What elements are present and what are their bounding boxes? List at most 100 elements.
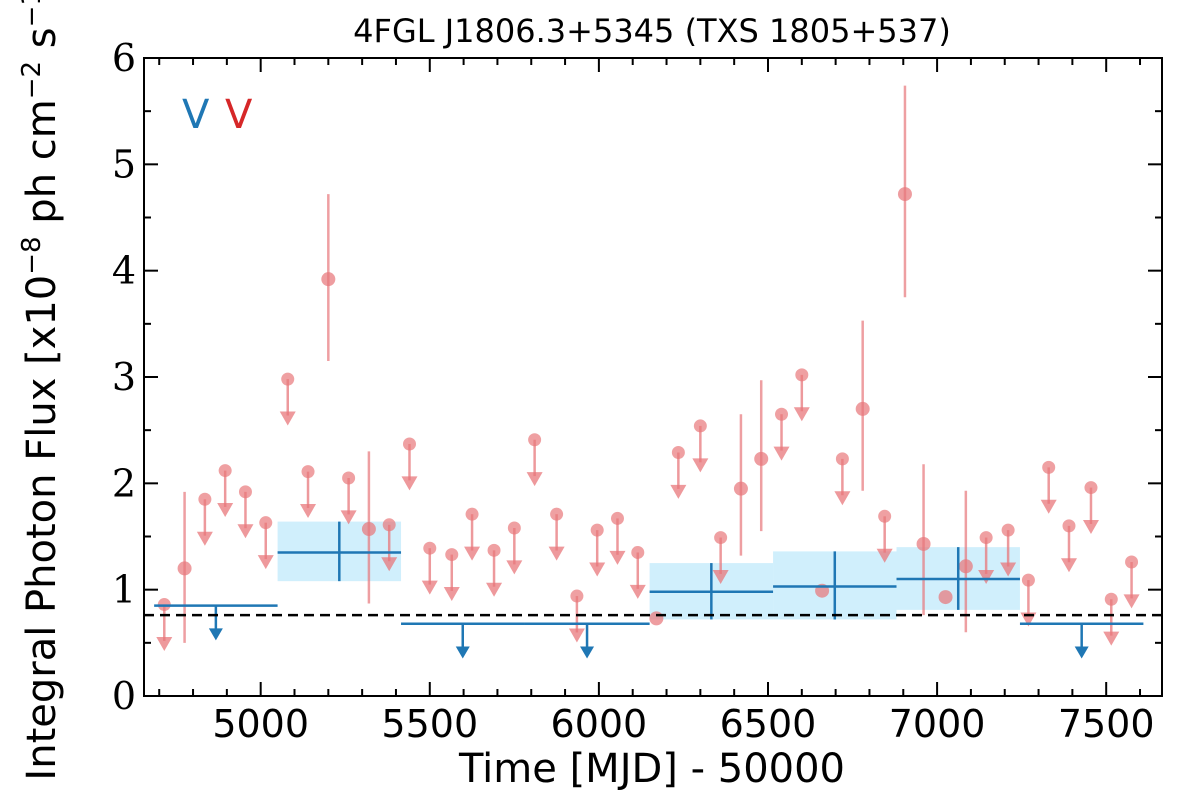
plot-area	[144, 85, 1162, 659]
monthly-detection-point	[938, 590, 953, 605]
yearly-upper-limit-arrow	[208, 628, 223, 641]
yearly-upper-limit-arrow	[455, 646, 470, 659]
monthly-upper-limit-point	[1042, 460, 1056, 474]
monthly-upper-limit-point	[570, 589, 584, 603]
monthly-upper-limit-arrow	[486, 582, 503, 597]
monthly-upper-limit-point	[631, 545, 645, 559]
monthly-upper-limit-point	[301, 465, 315, 479]
monthly-upper-limit-point	[1021, 573, 1035, 587]
x-axis-label: Time [MJD] - 50000	[458, 746, 845, 792]
legend-marker-yearly: V	[182, 92, 210, 138]
monthly-upper-limit-arrow	[443, 586, 460, 601]
monthly-upper-limit-point	[878, 509, 892, 523]
x-tick-label: 5500	[381, 702, 478, 746]
y-tick-label: 3	[112, 355, 136, 399]
monthly-upper-limit-arrow	[1123, 594, 1140, 609]
y-tick-label: 5	[112, 142, 136, 186]
x-tick-label: 6500	[720, 702, 817, 746]
x-tick-label: 5000	[212, 702, 309, 746]
yearly-upper-limit-arrow	[580, 646, 595, 659]
monthly-upper-limit-arrow	[1000, 562, 1017, 577]
y-tick-label: 0	[112, 674, 136, 718]
yearly-upper-limit-arrow	[1074, 646, 1089, 659]
monthly-upper-limit-point	[714, 531, 728, 545]
monthly-upper-limit-arrow	[257, 555, 274, 570]
monthly-upper-limit-point	[693, 419, 707, 433]
monthly-upper-limit-arrow	[548, 546, 565, 561]
monthly-upper-limit-arrow	[381, 557, 398, 572]
monthly-upper-limit-arrow	[609, 550, 626, 565]
y-tick-label: 1	[112, 568, 136, 612]
monthly-upper-limit-point	[671, 445, 685, 459]
x-tick-label: 7000	[889, 702, 986, 746]
monthly-detection-point	[754, 451, 769, 466]
monthly-upper-limit-point	[445, 548, 459, 562]
monthly-upper-limit-arrow	[876, 548, 893, 563]
monthly-upper-limit-arrow	[300, 504, 317, 519]
monthly-upper-limit-arrow	[526, 472, 543, 487]
monthly-detection-point	[958, 559, 973, 574]
monthly-upper-limit-arrow	[793, 407, 810, 422]
monthly-upper-limit-point	[590, 523, 604, 537]
monthly-upper-limit-point	[1001, 523, 1015, 537]
monthly-upper-limit-arrow	[1040, 499, 1057, 514]
monthly-upper-limit-point	[550, 507, 564, 521]
monthly-upper-limit-arrow	[506, 560, 523, 575]
monthly-upper-limit-point	[1084, 481, 1098, 495]
monthly-detection-point	[649, 611, 664, 626]
monthly-upper-limit-arrow	[279, 411, 296, 426]
monthly-upper-limit-arrow	[156, 636, 173, 651]
legend: V V	[182, 92, 253, 138]
monthly-upper-limit-point	[465, 507, 479, 521]
monthly-upper-limit-arrow	[217, 502, 234, 517]
monthly-upper-limit-point	[218, 464, 232, 478]
monthly-upper-limit-point	[1104, 592, 1118, 606]
monthly-upper-limit-arrow	[237, 524, 254, 539]
monthly-upper-limit-arrow	[712, 569, 729, 584]
monthly-upper-limit-point	[382, 518, 396, 532]
x-tick-label: 6000	[551, 702, 648, 746]
monthly-upper-limit-arrow	[670, 484, 687, 499]
monthly-upper-limit-arrow	[464, 546, 481, 561]
x-tick-label: 7500	[1058, 702, 1155, 746]
y-axis-ticks: 0 1 2 3 4 5 6	[112, 36, 1162, 718]
monthly-upper-limit-point	[402, 437, 416, 451]
monthly-upper-limit-arrow	[401, 476, 418, 491]
monthly-detection-point	[361, 522, 376, 537]
y-tick-label: 4	[112, 249, 136, 293]
monthly-detection-point	[733, 481, 748, 496]
monthly-upper-limit-point	[487, 543, 501, 557]
monthly-upper-limit-arrow	[589, 562, 606, 577]
monthly-upper-limit-arrow	[568, 628, 585, 643]
legend-marker-monthly: V	[225, 92, 253, 138]
monthly-upper-limit-point	[775, 407, 789, 421]
monthly-upper-limit-arrow	[692, 458, 709, 473]
monthly-upper-limit-point	[795, 368, 809, 382]
monthly-upper-limit-point	[342, 471, 356, 485]
monthly-upper-limit-point	[259, 516, 273, 530]
monthly-detection-point	[916, 536, 931, 551]
monthly-upper-limit-point	[238, 485, 252, 499]
monthly-upper-limit-point	[979, 531, 993, 545]
monthly-upper-limit-arrow	[834, 491, 851, 506]
monthly-upper-limit-arrow	[773, 446, 790, 461]
monthly-detection-point	[855, 401, 870, 416]
monthly-detection-point	[897, 187, 912, 202]
monthly-upper-limit-point	[1125, 555, 1139, 569]
x-axis-ticks: 5000 5500 6000 6500 7000 7500	[158, 58, 1155, 746]
monthly-upper-limit-arrow	[340, 510, 357, 525]
monthly-upper-limit-point	[507, 521, 521, 535]
y-tick-label: 6	[112, 36, 136, 80]
monthly-detection-point	[177, 561, 192, 576]
monthly-upper-limit-point	[198, 492, 212, 506]
monthly-upper-limit-arrow	[978, 569, 995, 584]
monthly-upper-limit-arrow	[421, 580, 438, 595]
monthly-upper-limit-arrow	[629, 584, 646, 599]
monthly-upper-limit-arrow	[1060, 558, 1077, 573]
monthly-upper-limit-point	[1062, 519, 1076, 533]
chart-title: 4FGL J1806.3+5345 (TXS 1805+537)	[353, 12, 951, 50]
monthly-upper-limit-point	[835, 452, 849, 466]
monthly-upper-limit-point	[423, 541, 437, 555]
monthly-upper-limit-point	[528, 433, 542, 447]
